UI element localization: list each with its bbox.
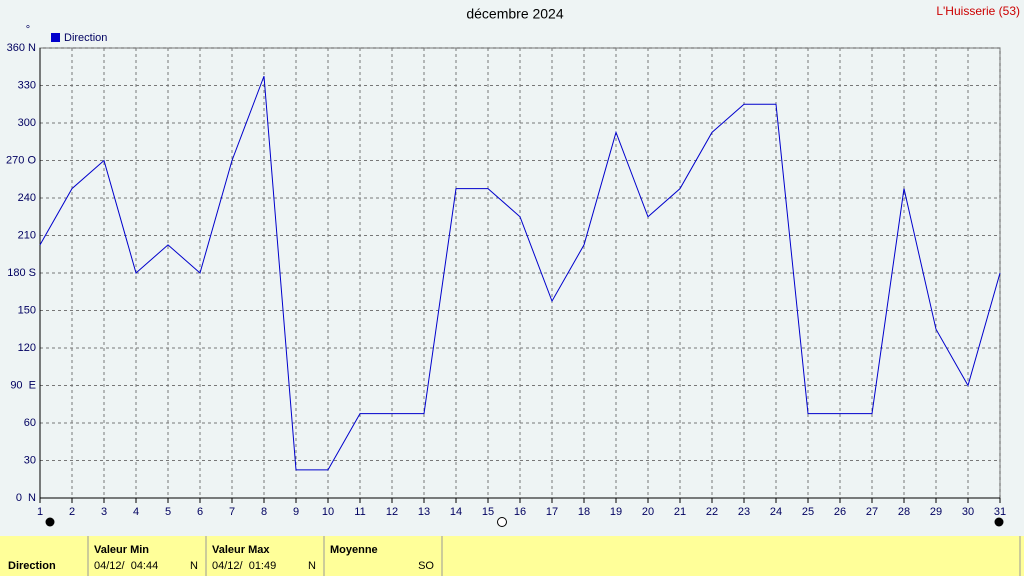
x-tick-label: 4	[133, 506, 139, 518]
moon-icon	[45, 517, 55, 527]
x-tick-label: 17	[546, 506, 558, 518]
y-tick-label: 0 N	[16, 492, 36, 504]
x-tick-label: 24	[770, 506, 782, 518]
x-tick-label: 19	[610, 506, 622, 518]
x-tick-label: 13	[418, 506, 430, 518]
y-tick-label: 30	[24, 454, 36, 466]
x-tick-label: 27	[866, 506, 878, 518]
x-tick-label: 28	[898, 506, 910, 518]
x-tick-label: 15	[482, 506, 494, 518]
x-tick-label: 1	[37, 506, 43, 518]
table-header: Valeur Max	[212, 544, 270, 556]
y-tick-label: 330	[18, 79, 36, 91]
y-tick-label: 150	[18, 304, 36, 316]
x-tick-label: 31	[994, 506, 1006, 518]
x-tick-label: 10	[322, 506, 334, 518]
data-line	[39, 75, 1001, 471]
table-header: Moyenne	[330, 544, 378, 556]
x-tick-label: 12	[386, 506, 398, 518]
table-date: 04/12/ 04:44	[94, 560, 158, 572]
y-tick-label: 60	[24, 417, 36, 429]
x-tick-label: 2	[69, 506, 75, 518]
legend-label: Direction	[64, 32, 107, 44]
x-tick-label: 16	[514, 506, 526, 518]
x-tick-label: 3	[101, 506, 107, 518]
station: L'Huisserie (53)	[936, 4, 1020, 18]
table-band	[0, 536, 1024, 576]
x-tick-label: 26	[834, 506, 846, 518]
x-tick-label: 20	[642, 506, 654, 518]
table-header: Valeur Min	[94, 544, 149, 556]
table-value: N	[308, 560, 316, 572]
x-tick-label: 9	[293, 506, 299, 518]
x-tick-label: 22	[706, 506, 718, 518]
x-tick-label: 7	[229, 506, 235, 518]
legend-swatch	[51, 33, 60, 42]
y-tick-label: 360 N	[7, 42, 36, 54]
x-tick-label: 30	[962, 506, 974, 518]
x-tick-label: 5	[165, 506, 171, 518]
y-tick-label: 90 E	[10, 379, 36, 391]
x-tick-label: 6	[197, 506, 203, 518]
y-tick-label: 300	[18, 117, 36, 129]
table-date: 04/12/ 01:49	[212, 560, 276, 572]
y-tick-label: 240	[18, 192, 36, 204]
x-tick-label: 14	[450, 506, 462, 518]
x-tick-label: 25	[802, 506, 814, 518]
moon-icon	[994, 517, 1004, 527]
y-unit: °	[26, 24, 30, 36]
x-tick-label: 18	[578, 506, 590, 518]
y-tick-label: 270 O	[6, 154, 36, 166]
y-tick-label: 210	[18, 229, 36, 241]
table-value: N	[190, 560, 198, 572]
moon-icon	[497, 517, 507, 527]
y-tick-label: 120	[18, 342, 36, 354]
x-tick-label: 8	[261, 506, 267, 518]
x-tick-label: 23	[738, 506, 750, 518]
x-tick-label: 29	[930, 506, 942, 518]
x-tick-label: 11	[354, 506, 365, 518]
chart-title: décembre 2024	[466, 6, 564, 22]
table-value: SO	[418, 560, 434, 572]
y-tick-label: 180 S	[7, 267, 36, 279]
table-row-label: Direction	[8, 560, 56, 572]
x-tick-label: 21	[674, 506, 686, 518]
